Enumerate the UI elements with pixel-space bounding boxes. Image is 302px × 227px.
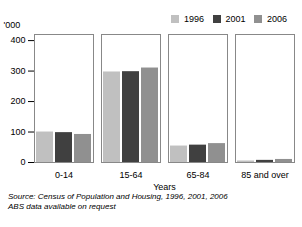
svg-text:300: 300 <box>10 66 25 76</box>
html-text:2001: 2001 <box>225 13 246 24</box>
html-text:Source: Census of Population a: Source: Census of Population and Housing… <box>8 192 228 201</box>
svg-text:0-14: 0-14 <box>55 170 73 180</box>
svg-text:400: 400 <box>10 35 25 45</box>
html-text:ABS data available on request: ABS data available on request <box>8 202 116 211</box>
svg-text:200: 200 <box>10 96 25 106</box>
html-text:1996: 1996 <box>183 13 204 24</box>
svg-text:0: 0 <box>20 157 25 167</box>
svg-text:85 and over: 85 and over <box>241 170 289 180</box>
svg-text:65-84: 65-84 <box>186 170 209 180</box>
svg-text:Years: Years <box>153 182 176 192</box>
svg-text:100: 100 <box>10 127 25 137</box>
svg-text:15-64: 15-64 <box>119 170 142 180</box>
html-text:2006: 2006 <box>267 13 287 24</box>
svg-text:'000: '000 <box>4 20 21 30</box>
